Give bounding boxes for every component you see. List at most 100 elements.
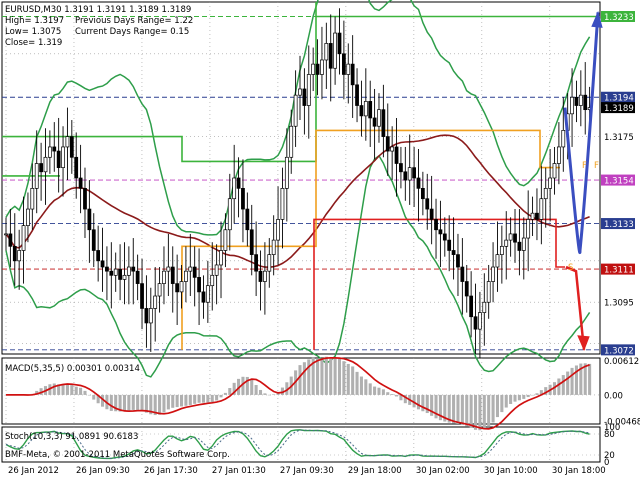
macd-bar [79,387,83,395]
price-panel[interactable] [2,0,603,378]
candle-body [157,283,162,297]
macd-bar [473,394,478,430]
candle-body [192,266,197,278]
candle-body [438,229,443,235]
candle-body [284,156,289,189]
macd-bar [101,394,105,407]
candle-body [21,225,26,251]
candle-body [166,266,171,272]
price-level-value: 1.3154 [604,177,634,187]
macd-bar [215,394,219,401]
candle-body [153,295,158,309]
macd-bar [531,394,535,396]
current-days-range: Current Days Range= 0.15 [75,27,189,37]
close-value: Close= 1.319 [5,38,62,48]
macd-bar [171,394,175,408]
panel-frame [1,357,601,425]
candle-body [100,260,105,268]
candle-body [359,105,364,117]
macd-panel[interactable] [4,356,592,431]
x-tick-label: 26 Jan 17:30 [144,466,198,476]
macd-bar [136,394,140,411]
macd-bar [368,383,372,395]
candle-body [140,283,144,309]
candle-body [306,74,311,106]
candle-body [113,268,118,276]
marker-label: F [582,161,587,171]
candle-body [26,208,30,226]
macd-bar [324,356,328,395]
macd-bar [39,388,43,395]
macd-bar [201,394,205,403]
macd-bar [482,394,486,430]
candle-body [276,219,280,241]
macd-bar [166,394,170,410]
candle-body [43,156,48,173]
y-tick-label: 20 [604,451,615,461]
candle-body [416,177,421,189]
macd-bar [258,389,263,395]
candle-body [271,239,276,255]
macd-bar [298,365,302,395]
x-tick-label: 27 Jan 09:30 [280,466,334,476]
candle-body [184,270,188,282]
macd-bar [122,394,127,412]
macd-bar [351,366,355,395]
candle-body [499,245,504,255]
forecast-down-arrow [565,265,586,350]
candle-body [236,177,241,189]
macd-bar [267,394,271,396]
macd-bar [552,382,557,395]
macd-bar [395,394,399,397]
macd-bar [346,363,350,395]
macd-bar [342,361,346,395]
macd-bar [245,376,249,395]
macd-bar [232,382,236,395]
candle-body [451,250,456,255]
candle-body [513,233,517,243]
macd-bar [570,367,574,395]
range-high-line [181,129,560,350]
macd-bar [329,358,333,395]
panel-frame [1,1,601,355]
x-tick-label: 29 Jan 18:00 [348,466,402,476]
macd-bar [583,363,587,395]
macd-bar [522,394,526,399]
stochastic-panel[interactable] [5,429,590,460]
candle-body [249,229,254,255]
candle-body [486,281,491,303]
macd-bar [513,394,517,402]
macd-bar [118,394,122,412]
candle-body [210,274,215,287]
candle-body [105,266,109,272]
macd-bar [87,394,91,396]
macd-bar [491,394,495,423]
candle-body [280,188,285,220]
macd-bar [96,394,100,404]
forecast-arrowhead [577,335,590,352]
macd-bar [285,382,289,395]
macd-bar [438,394,442,421]
candle-body [52,146,57,152]
candle-body [320,59,324,75]
y-tick-label: 1.3095 [604,299,634,309]
price-level-value: 1.3133 [604,220,634,230]
candle-body [205,285,210,303]
macd-bar [179,394,184,407]
candle-body [12,245,17,262]
macd-signal-line [6,356,590,430]
candle-body [214,264,219,276]
candle-body [420,188,425,200]
macd-bar [316,358,320,395]
candle-body [578,94,583,106]
stoch-signal-line [5,429,590,459]
candle-body [543,188,548,200]
candle-body [126,266,131,276]
candle-body [30,188,35,210]
marker-label: S [568,263,573,273]
macd-bar [399,394,403,401]
bollinger-lower [5,154,591,378]
candle-body [447,239,452,251]
panel-frame [1,426,601,463]
price-level-value: 1.3233 [604,13,634,23]
